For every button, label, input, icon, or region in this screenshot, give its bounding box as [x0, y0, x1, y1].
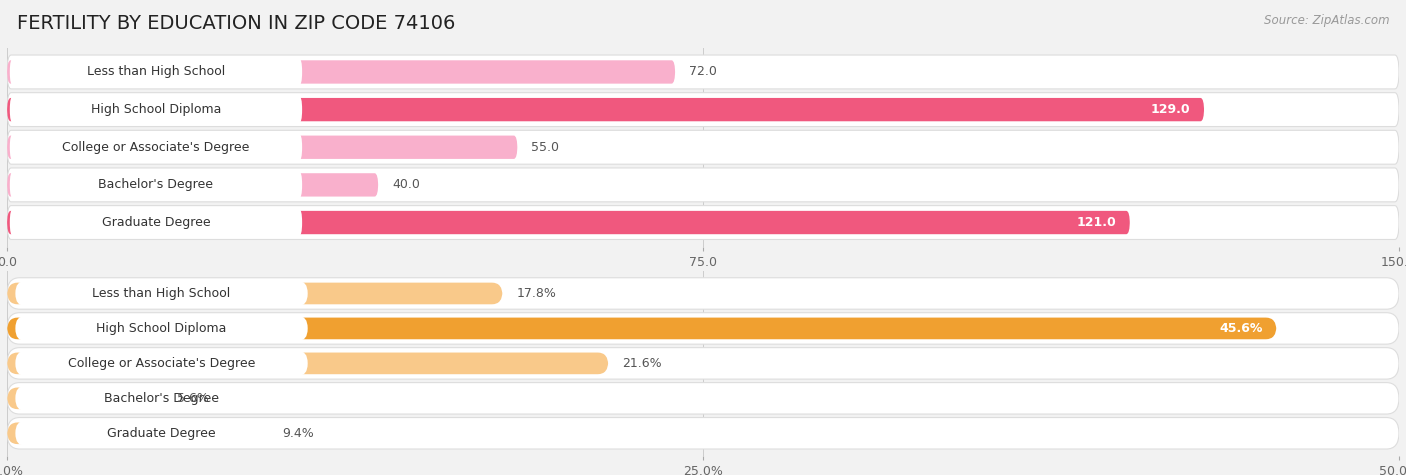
Text: Less than High School: Less than High School	[93, 287, 231, 300]
FancyBboxPatch shape	[7, 135, 517, 159]
FancyBboxPatch shape	[15, 421, 308, 446]
FancyBboxPatch shape	[7, 382, 1399, 414]
Text: College or Associate's Degree: College or Associate's Degree	[67, 357, 256, 370]
FancyBboxPatch shape	[7, 130, 1399, 164]
FancyBboxPatch shape	[10, 209, 302, 236]
FancyBboxPatch shape	[7, 388, 163, 409]
Text: 21.6%: 21.6%	[623, 357, 662, 370]
Text: Source: ZipAtlas.com: Source: ZipAtlas.com	[1264, 14, 1389, 27]
Text: Bachelor's Degree: Bachelor's Degree	[104, 392, 219, 405]
Text: Graduate Degree: Graduate Degree	[107, 427, 217, 440]
FancyBboxPatch shape	[7, 60, 675, 84]
FancyBboxPatch shape	[10, 96, 302, 123]
FancyBboxPatch shape	[7, 168, 1399, 202]
Text: High School Diploma: High School Diploma	[91, 103, 221, 116]
FancyBboxPatch shape	[7, 173, 378, 197]
Text: 5.6%: 5.6%	[177, 392, 208, 405]
Text: Bachelor's Degree: Bachelor's Degree	[98, 179, 214, 191]
Text: 129.0: 129.0	[1150, 103, 1191, 116]
FancyBboxPatch shape	[15, 386, 308, 411]
FancyBboxPatch shape	[7, 278, 1399, 309]
Text: High School Diploma: High School Diploma	[97, 322, 226, 335]
FancyBboxPatch shape	[15, 351, 308, 376]
FancyBboxPatch shape	[10, 133, 302, 161]
FancyBboxPatch shape	[7, 211, 1130, 234]
FancyBboxPatch shape	[15, 281, 308, 306]
Text: FERTILITY BY EDUCATION IN ZIP CODE 74106: FERTILITY BY EDUCATION IN ZIP CODE 74106	[17, 14, 456, 33]
FancyBboxPatch shape	[7, 93, 1399, 126]
FancyBboxPatch shape	[7, 206, 1399, 239]
FancyBboxPatch shape	[7, 352, 609, 374]
FancyBboxPatch shape	[7, 318, 1277, 339]
FancyBboxPatch shape	[15, 316, 308, 341]
Text: 121.0: 121.0	[1076, 216, 1116, 229]
FancyBboxPatch shape	[7, 313, 1399, 344]
Text: 9.4%: 9.4%	[283, 427, 315, 440]
FancyBboxPatch shape	[10, 171, 302, 199]
Text: 72.0: 72.0	[689, 66, 717, 78]
Text: 40.0: 40.0	[392, 179, 420, 191]
Text: Less than High School: Less than High School	[87, 66, 225, 78]
Text: Graduate Degree: Graduate Degree	[101, 216, 211, 229]
Text: 45.6%: 45.6%	[1219, 322, 1263, 335]
FancyBboxPatch shape	[7, 283, 502, 304]
FancyBboxPatch shape	[7, 55, 1399, 89]
FancyBboxPatch shape	[7, 418, 1399, 449]
FancyBboxPatch shape	[7, 348, 1399, 379]
FancyBboxPatch shape	[10, 58, 302, 86]
Text: 17.8%: 17.8%	[516, 287, 557, 300]
FancyBboxPatch shape	[7, 422, 269, 444]
Text: 55.0: 55.0	[531, 141, 560, 154]
Text: College or Associate's Degree: College or Associate's Degree	[62, 141, 250, 154]
FancyBboxPatch shape	[7, 98, 1204, 121]
